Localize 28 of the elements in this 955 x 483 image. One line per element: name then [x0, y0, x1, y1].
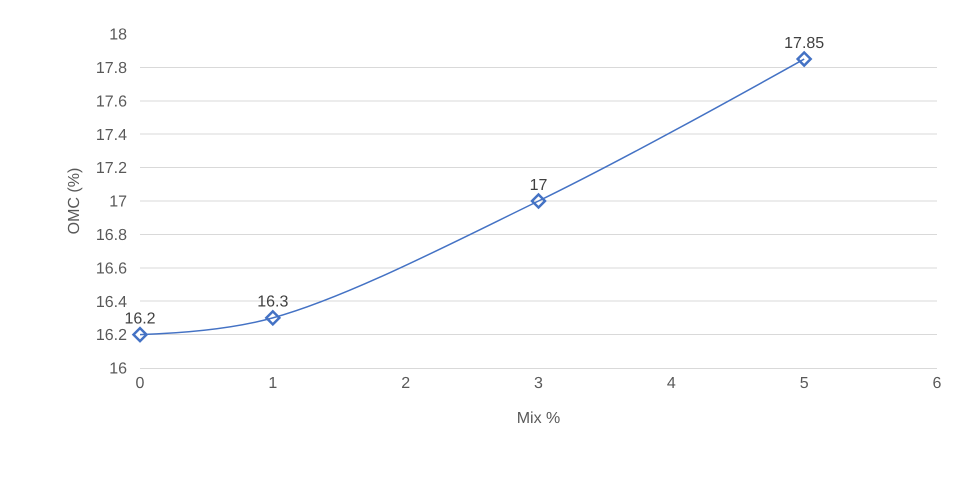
point [796, 51, 812, 67]
x-tick-label: 2 [401, 375, 410, 392]
point [132, 326, 148, 342]
y-tick-label: 16 [109, 360, 128, 378]
x-tick-label: 3 [534, 375, 544, 392]
x-tick-label: 1 [268, 375, 278, 392]
y-tick-label: 17.6 [96, 93, 128, 110]
y-tick-label: 16.4 [96, 294, 128, 311]
y-tick-label: 18 [109, 26, 128, 44]
point [265, 310, 281, 326]
y-tick-label: 17 [109, 194, 128, 211]
point [530, 193, 546, 209]
y-axis-title: OMC (%) [66, 168, 83, 234]
data-label: 17 [530, 176, 548, 194]
x-tick-label: 4 [666, 375, 676, 392]
data-label: 17.85 [784, 34, 824, 52]
y-tick-label: 16.8 [96, 227, 128, 244]
y-tick-label: 17.4 [96, 126, 128, 144]
data-label: 16.2 [124, 310, 156, 328]
data-label: 16.3 [257, 294, 288, 311]
y-tick-label: 17.2 [96, 160, 128, 178]
y-tick-label: 17.8 [96, 60, 128, 77]
x-tick-label: 0 [136, 375, 145, 392]
x-tick-label: 5 [800, 375, 809, 392]
y-tick-label: 16.2 [96, 327, 128, 344]
x-axis-title: Mix % [516, 410, 560, 427]
x-tick-label: 6 [932, 375, 942, 392]
y-tick-label: 16.6 [96, 260, 128, 278]
